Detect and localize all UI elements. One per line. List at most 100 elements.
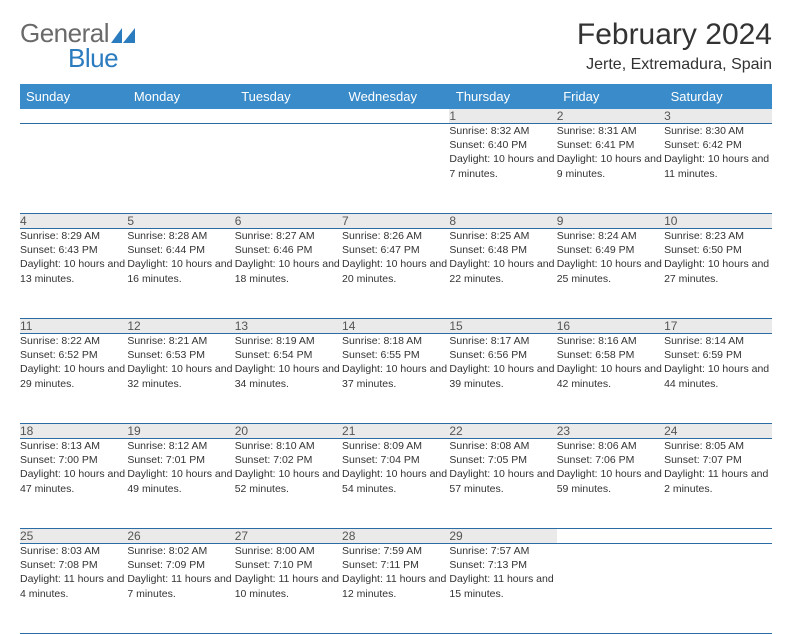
day-detail-cell: Sunrise: 8:05 AMSunset: 7:07 PMDaylight:…: [664, 439, 771, 529]
sunset-text: Sunset: 6:53 PM: [127, 348, 234, 362]
day-detail-cell: Sunrise: 8:29 AMSunset: 6:43 PMDaylight:…: [20, 229, 127, 319]
daylight-text: Daylight: 10 hours and 34 minutes.: [235, 362, 342, 390]
sunset-text: Sunset: 6:41 PM: [557, 138, 664, 152]
sunset-text: Sunset: 6:56 PM: [449, 348, 556, 362]
day-number-cell: 13: [235, 319, 342, 334]
day-number-cell: 6: [235, 214, 342, 229]
daylight-text: Daylight: 10 hours and 57 minutes.: [449, 467, 556, 495]
day-number-cell: [342, 109, 449, 124]
day-number-cell: 18: [20, 424, 127, 439]
day-number-cell: 7: [342, 214, 449, 229]
daylight-text: Daylight: 10 hours and 13 minutes.: [20, 257, 127, 285]
daylight-text: Daylight: 10 hours and 54 minutes.: [342, 467, 449, 495]
day-detail-cell: Sunrise: 8:30 AMSunset: 6:42 PMDaylight:…: [664, 124, 771, 214]
day-detail-cell: Sunrise: 7:59 AMSunset: 7:11 PMDaylight:…: [342, 544, 449, 634]
weekday-header: Sunday: [20, 84, 127, 109]
sunset-text: Sunset: 7:08 PM: [20, 558, 127, 572]
week-daynum-row: 45678910: [20, 214, 772, 229]
sunset-text: Sunset: 7:02 PM: [235, 453, 342, 467]
daylight-text: Daylight: 11 hours and 7 minutes.: [127, 572, 234, 600]
month-title: February 2024: [577, 18, 772, 52]
day-detail-cell: [235, 124, 342, 214]
sunset-text: Sunset: 7:10 PM: [235, 558, 342, 572]
sunset-text: Sunset: 6:42 PM: [664, 138, 771, 152]
daylight-text: Daylight: 10 hours and 29 minutes.: [20, 362, 127, 390]
day-number-cell: 14: [342, 319, 449, 334]
sunset-text: Sunset: 6:55 PM: [342, 348, 449, 362]
sunset-text: Sunset: 7:04 PM: [342, 453, 449, 467]
sunrise-text: Sunrise: 8:13 AM: [20, 439, 127, 453]
sunrise-text: Sunrise: 8:26 AM: [342, 229, 449, 243]
daylight-text: Daylight: 10 hours and 47 minutes.: [20, 467, 127, 495]
day-number-cell: 22: [449, 424, 556, 439]
day-number-cell: 20: [235, 424, 342, 439]
day-detail-cell: Sunrise: 8:14 AMSunset: 6:59 PMDaylight:…: [664, 334, 771, 424]
daylight-text: Daylight: 10 hours and 20 minutes.: [342, 257, 449, 285]
day-number-cell: 8: [449, 214, 556, 229]
day-number-cell: 9: [557, 214, 664, 229]
day-detail-cell: Sunrise: 8:26 AMSunset: 6:47 PMDaylight:…: [342, 229, 449, 319]
daylight-text: Daylight: 10 hours and 39 minutes.: [449, 362, 556, 390]
week-detail-row: Sunrise: 8:32 AMSunset: 6:40 PMDaylight:…: [20, 124, 772, 214]
day-number-cell: 24: [664, 424, 771, 439]
day-number-cell: [557, 529, 664, 544]
daylight-text: Daylight: 10 hours and 44 minutes.: [664, 362, 771, 390]
daylight-text: Daylight: 10 hours and 42 minutes.: [557, 362, 664, 390]
sunrise-text: Sunrise: 8:24 AM: [557, 229, 664, 243]
day-number-cell: 5: [127, 214, 234, 229]
sunrise-text: Sunrise: 8:22 AM: [20, 334, 127, 348]
sunset-text: Sunset: 6:43 PM: [20, 243, 127, 257]
daylight-text: Daylight: 10 hours and 37 minutes.: [342, 362, 449, 390]
day-number-cell: 12: [127, 319, 234, 334]
day-number-cell: 21: [342, 424, 449, 439]
day-detail-cell: [20, 124, 127, 214]
weekday-header: Friday: [557, 84, 664, 109]
sunrise-text: Sunrise: 8:29 AM: [20, 229, 127, 243]
daylight-text: Daylight: 10 hours and 16 minutes.: [127, 257, 234, 285]
sunrise-text: Sunrise: 8:19 AM: [235, 334, 342, 348]
weekday-header: Wednesday: [342, 84, 449, 109]
logo-text-blue: Blue: [68, 43, 118, 73]
day-detail-cell: Sunrise: 8:28 AMSunset: 6:44 PMDaylight:…: [127, 229, 234, 319]
day-detail-cell: Sunrise: 8:22 AMSunset: 6:52 PMDaylight:…: [20, 334, 127, 424]
logo: GeneralBlue: [20, 18, 137, 74]
week-detail-row: Sunrise: 8:29 AMSunset: 6:43 PMDaylight:…: [20, 229, 772, 319]
sunset-text: Sunset: 7:05 PM: [449, 453, 556, 467]
daylight-text: Daylight: 11 hours and 12 minutes.: [342, 572, 449, 600]
sunrise-text: Sunrise: 8:31 AM: [557, 124, 664, 138]
day-number-cell: 26: [127, 529, 234, 544]
sunset-text: Sunset: 7:07 PM: [664, 453, 771, 467]
day-detail-cell: Sunrise: 7:57 AMSunset: 7:13 PMDaylight:…: [449, 544, 556, 634]
sunset-text: Sunset: 6:46 PM: [235, 243, 342, 257]
day-number-cell: 15: [449, 319, 556, 334]
sunset-text: Sunset: 7:09 PM: [127, 558, 234, 572]
weekday-header: Saturday: [664, 84, 771, 109]
sunrise-text: Sunrise: 8:28 AM: [127, 229, 234, 243]
sunset-text: Sunset: 7:00 PM: [20, 453, 127, 467]
daylight-text: Daylight: 10 hours and 52 minutes.: [235, 467, 342, 495]
day-number-cell: 23: [557, 424, 664, 439]
sunset-text: Sunset: 6:49 PM: [557, 243, 664, 257]
day-detail-cell: [664, 544, 771, 634]
day-detail-cell: Sunrise: 8:16 AMSunset: 6:58 PMDaylight:…: [557, 334, 664, 424]
daylight-text: Daylight: 11 hours and 15 minutes.: [449, 572, 556, 600]
sunset-text: Sunset: 6:47 PM: [342, 243, 449, 257]
sunrise-text: Sunrise: 8:25 AM: [449, 229, 556, 243]
day-detail-cell: Sunrise: 8:21 AMSunset: 6:53 PMDaylight:…: [127, 334, 234, 424]
day-detail-cell: [342, 124, 449, 214]
location-subtitle: Jerte, Extremadura, Spain: [577, 56, 772, 74]
day-detail-cell: Sunrise: 8:02 AMSunset: 7:09 PMDaylight:…: [127, 544, 234, 634]
week-daynum-row: 11121314151617: [20, 319, 772, 334]
sunrise-text: Sunrise: 8:03 AM: [20, 544, 127, 558]
sunset-text: Sunset: 7:11 PM: [342, 558, 449, 572]
daylight-text: Daylight: 10 hours and 25 minutes.: [557, 257, 664, 285]
weekday-header-row: SundayMondayTuesdayWednesdayThursdayFrid…: [20, 84, 772, 109]
day-detail-cell: Sunrise: 8:24 AMSunset: 6:49 PMDaylight:…: [557, 229, 664, 319]
day-detail-cell: Sunrise: 8:18 AMSunset: 6:55 PMDaylight:…: [342, 334, 449, 424]
daylight-text: Daylight: 11 hours and 2 minutes.: [664, 467, 771, 495]
day-detail-cell: Sunrise: 8:23 AMSunset: 6:50 PMDaylight:…: [664, 229, 771, 319]
sunrise-text: Sunrise: 8:30 AM: [664, 124, 771, 138]
day-detail-cell: Sunrise: 8:19 AMSunset: 6:54 PMDaylight:…: [235, 334, 342, 424]
day-detail-cell: Sunrise: 8:08 AMSunset: 7:05 PMDaylight:…: [449, 439, 556, 529]
day-detail-cell: Sunrise: 8:00 AMSunset: 7:10 PMDaylight:…: [235, 544, 342, 634]
